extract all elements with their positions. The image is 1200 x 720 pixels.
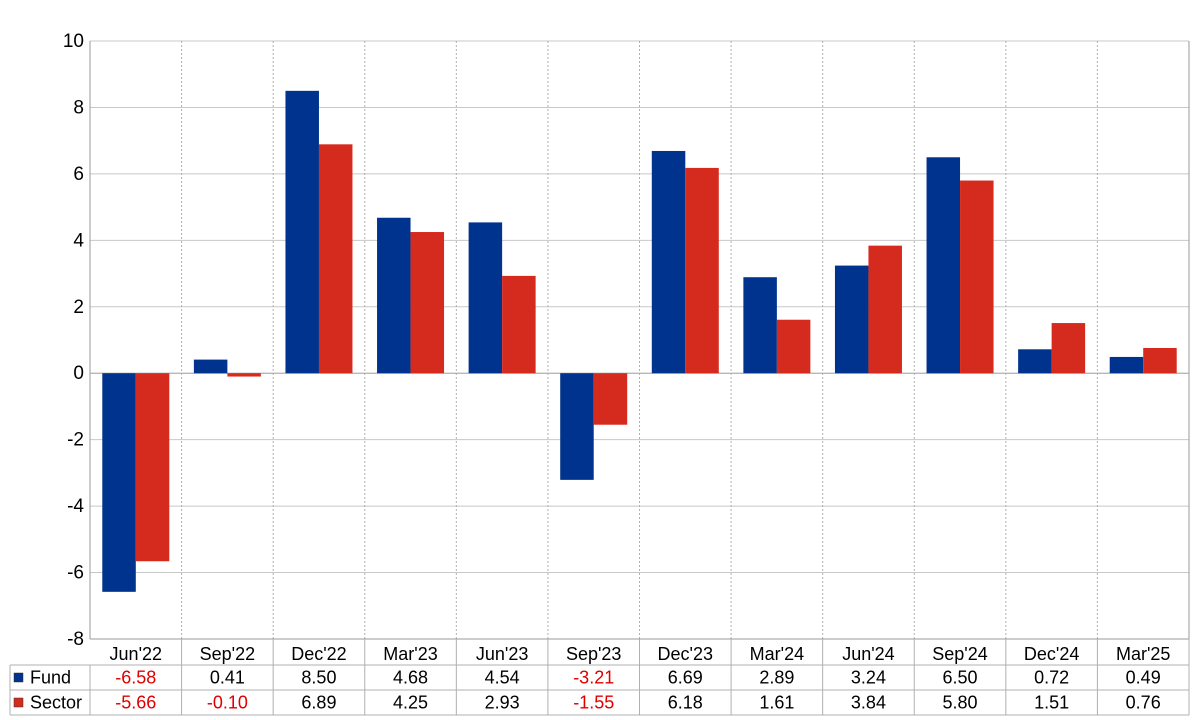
data-table: Jun'22 Sep'22 Dec'22 Mar'23 Jun'23 Sep'23 Dec'… (9, 638, 1190, 716)
bar-sector (685, 167, 719, 374)
data-label: 6.69 (668, 668, 703, 688)
x-tick-label: Sep'22 (200, 644, 256, 664)
bar-fund (102, 373, 136, 592)
x-tick-label: Mar'23 (383, 644, 437, 664)
y-tick-label: -2 (67, 430, 84, 451)
grid-layer (89, 40, 1190, 640)
data-label: 4.54 (485, 668, 520, 688)
x-tick-label: Jun'24 (842, 644, 894, 664)
bar-fund (560, 373, 594, 480)
x-tick-label: Jun'23 (476, 644, 528, 664)
data-label: 0.49 (1126, 668, 1161, 688)
legend-swatch-sector (13, 697, 24, 708)
y-tick-label: -4 (67, 496, 84, 517)
bar-sector (868, 245, 902, 374)
bar-fund (1109, 356, 1144, 374)
bar-fund (193, 359, 228, 374)
data-label: 6.50 (943, 668, 978, 688)
bar-fund (743, 277, 777, 374)
data-label: 3.24 (851, 668, 886, 688)
bar-sector (135, 373, 170, 562)
y-axis: -8 -6 -4 -2 0 2 4 6 8 10 (63, 31, 85, 650)
legend-swatch-fund (13, 672, 24, 683)
data-label: -0.10 (207, 693, 248, 713)
y-tick-label: 10 (63, 31, 84, 52)
data-label: 4.25 (393, 693, 428, 713)
y-tick-label: 2 (73, 297, 84, 318)
legend-label-sector: Sector (30, 693, 82, 713)
bars-layer (102, 90, 1177, 592)
bar-sector (227, 373, 261, 377)
x-tick-label: Sep'24 (932, 644, 988, 664)
bar-sector (593, 373, 628, 425)
bar-sector (1143, 347, 1177, 374)
bar-sector (318, 144, 353, 374)
y-tick-label: 8 (73, 97, 84, 118)
x-tick-label: Dec'23 (658, 644, 713, 664)
data-label: 4.68 (393, 668, 428, 688)
x-tick-label: Sep'23 (566, 644, 622, 664)
data-label: -6.58 (115, 668, 156, 688)
legend-label-fund: Fund (30, 668, 71, 688)
y-tick-label: 4 (73, 230, 84, 251)
y-tick-label: 6 (73, 164, 84, 185)
data-label: 2.89 (759, 668, 794, 688)
data-label: -1.55 (573, 693, 614, 713)
x-tick-label: Dec'24 (1024, 644, 1079, 664)
bar-fund (285, 90, 319, 374)
data-label: -5.66 (115, 693, 156, 713)
bar-fund (1018, 349, 1052, 374)
bar-fund (651, 150, 686, 374)
bar-sector (410, 232, 445, 374)
data-label: 5.80 (943, 693, 978, 713)
bar-fund (834, 265, 869, 374)
x-tick-label: Mar'24 (750, 644, 804, 664)
data-label: 1.61 (759, 693, 794, 713)
data-label: 2.93 (485, 693, 520, 713)
y-tick-label: 0 (73, 363, 84, 384)
x-tick-label: Mar'25 (1116, 644, 1170, 664)
bar-sector (1051, 323, 1086, 374)
data-label: 6.18 (668, 693, 703, 713)
y-tick-label: -8 (67, 629, 84, 650)
data-label: 6.89 (301, 693, 336, 713)
data-label: 3.84 (851, 693, 886, 713)
bar-fund (377, 217, 411, 374)
data-label: 0.41 (210, 668, 245, 688)
data-label: 0.72 (1034, 668, 1069, 688)
bar-fund (468, 222, 503, 374)
bar-sector (502, 275, 536, 374)
x-tick-label: Jun'22 (110, 644, 162, 664)
bar-sector (776, 319, 811, 374)
data-label: 0.76 (1126, 693, 1161, 713)
bar-sector (960, 180, 994, 374)
y-tick-label: -6 (67, 563, 84, 584)
data-label: 1.51 (1034, 693, 1069, 713)
data-label: 8.50 (301, 668, 336, 688)
bar-fund (926, 157, 961, 374)
x-tick-label: Dec'22 (291, 644, 346, 664)
data-label: -3.21 (573, 668, 614, 688)
